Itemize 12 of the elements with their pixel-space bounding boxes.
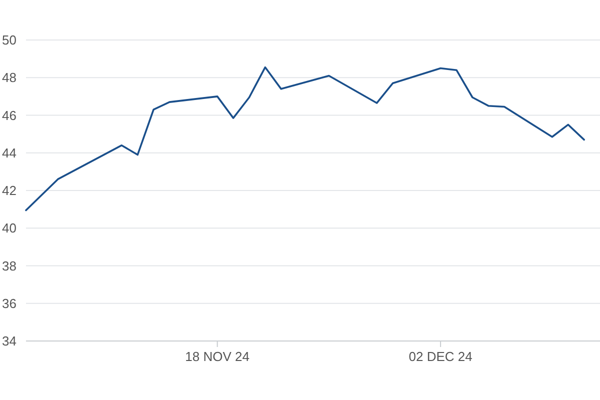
- y-tick-label: 42: [2, 183, 16, 198]
- y-tick-label: 46: [2, 108, 16, 123]
- line-series: [25, 66, 585, 212]
- y-tick-label: 48: [2, 70, 16, 86]
- y-tick-label: 40: [2, 220, 16, 236]
- y-tick-label: 36: [2, 296, 16, 311]
- x-tick-label: 18 NOV 24: [185, 349, 250, 364]
- y-tick-label: 50: [2, 32, 16, 48]
- x-tick-label: 02 DEC 24: [408, 349, 472, 364]
- y-tick-label: 34: [2, 334, 16, 349]
- y-tick-label: 44: [2, 145, 16, 160]
- y-tick-label: 38: [2, 258, 16, 274]
